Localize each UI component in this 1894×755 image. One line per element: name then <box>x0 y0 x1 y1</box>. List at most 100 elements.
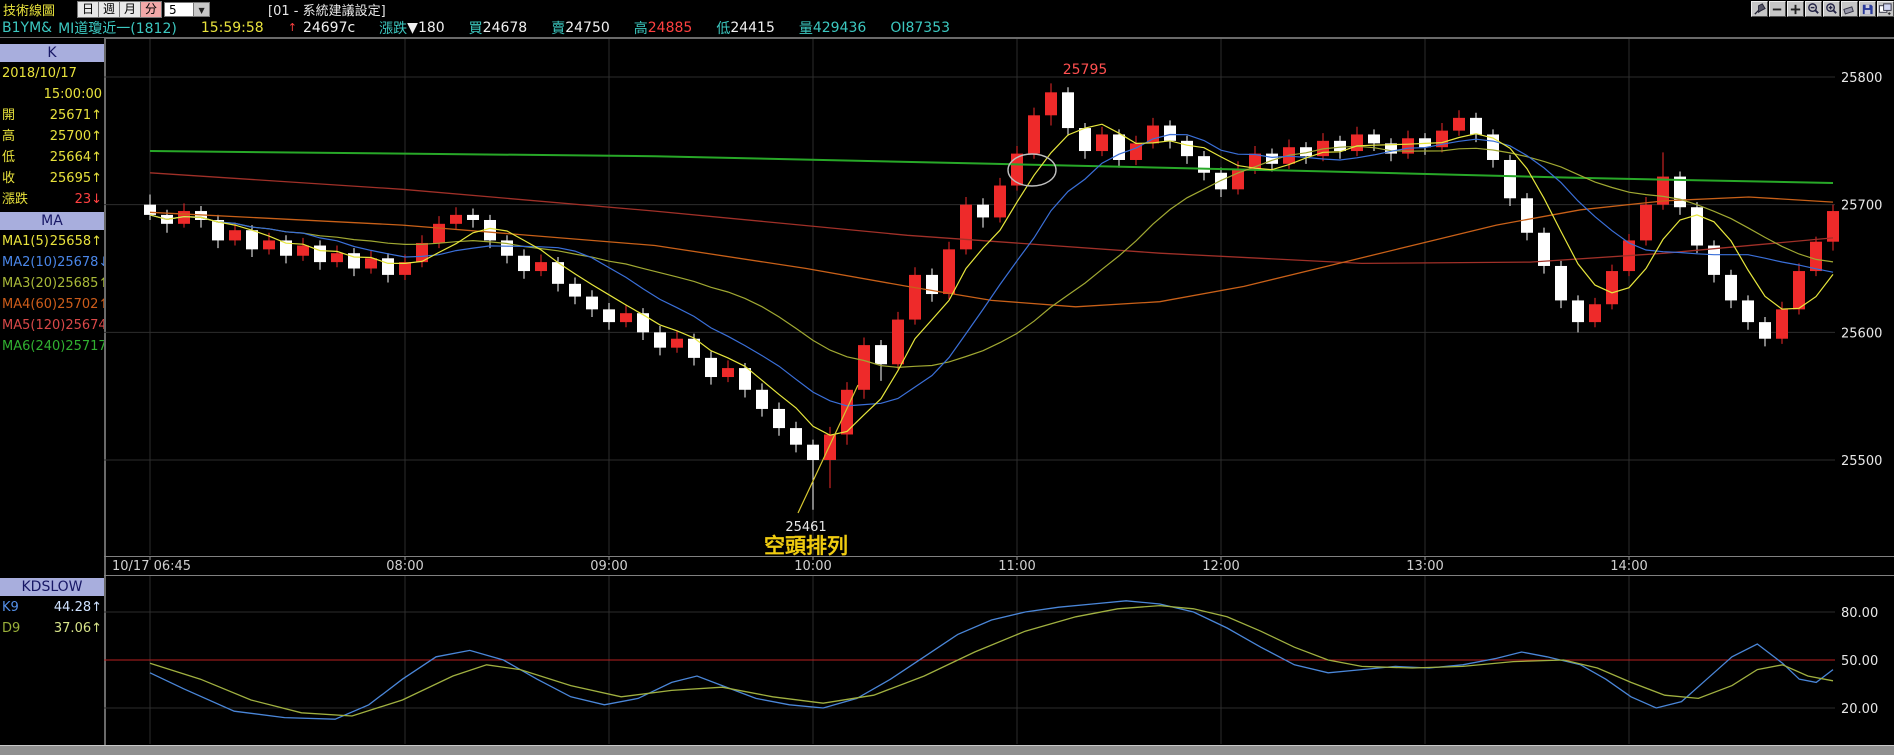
time-axis-label: 10/17 06:45 <box>112 559 191 574</box>
candle-body <box>654 332 666 348</box>
candle-body <box>1725 274 1737 301</box>
candle-body <box>1606 271 1618 305</box>
oi-value: 87353 <box>905 19 951 36</box>
symbol-name[interactable]: MI道瓊近一(1812) <box>58 20 177 37</box>
candle-body <box>1096 134 1108 152</box>
kd-section: KDSLOW K9 44.28↑ D9 37.06↑ <box>0 576 104 639</box>
candle-body <box>637 313 649 333</box>
k-row-低: 低 25664↑ <box>0 147 104 168</box>
candle-body <box>603 309 615 323</box>
candle-body <box>1300 147 1312 157</box>
symbol-code[interactable]: B1YM& <box>2 19 53 36</box>
period-button-日[interactable]: 日 <box>77 0 99 18</box>
minus-icon[interactable] <box>1769 1 1786 17</box>
k-row-漲跌: 漲跌 23↓ <box>0 189 104 210</box>
ma-line-MA20 <box>149 145 1834 369</box>
candle-body <box>331 253 343 263</box>
kd-row-D9: D9 37.06↑ <box>0 618 104 639</box>
candle-body <box>263 240 275 250</box>
high-value: 24885 <box>647 19 693 36</box>
row-value: 25702↑ <box>57 297 104 312</box>
chevron-down-icon[interactable]: ▼ <box>194 1 211 17</box>
candle-body <box>977 204 989 218</box>
candle-body <box>722 368 734 378</box>
kd-line-D9 <box>149 604 1834 717</box>
ma-row-MA3(20): MA3(20) 25685↑ <box>0 273 104 294</box>
pin-icon[interactable] <box>1751 1 1768 17</box>
candle-body <box>297 245 309 256</box>
candle-body <box>875 345 887 365</box>
candle-body <box>1334 140 1346 152</box>
eraser-icon[interactable] <box>1841 1 1858 17</box>
zoom-in-icon[interactable] <box>1823 1 1840 17</box>
candle-body <box>518 255 530 272</box>
candle-body <box>1640 204 1652 241</box>
candle-body <box>382 258 394 275</box>
candle-body <box>450 214 462 224</box>
candle-body <box>1368 134 1380 144</box>
price-axis-label: 25800 <box>1841 71 1882 86</box>
time-axis-label: 10:00 <box>794 559 831 574</box>
k-row-收: 收 25695↑ <box>0 168 104 189</box>
period-button-週[interactable]: 週 <box>98 0 120 18</box>
candle-body <box>365 258 377 269</box>
row-label: 收 <box>2 171 16 186</box>
candle-body <box>1572 300 1584 323</box>
ma-rows: MA1(5) 25658↑ MA2(10) 25678↓ MA3(20) 25685↑ MA… <box>0 231 104 357</box>
candle-body <box>1470 117 1482 135</box>
candle-body <box>1198 156 1210 173</box>
save-icon[interactable] <box>1859 1 1876 17</box>
candle-body <box>1181 140 1193 157</box>
candle-body <box>1419 138 1431 148</box>
row-value: 25678↓ <box>57 255 104 270</box>
ask-label: 賣 <box>551 20 566 37</box>
ma-line-MA10 <box>149 133 1834 407</box>
zoom-out-icon[interactable] <box>1805 1 1822 17</box>
candle-body <box>960 204 972 250</box>
row-label: 高 <box>2 129 16 144</box>
minute-period-combo[interactable]: 5 ▼ <box>164 1 211 17</box>
ma-section-header[interactable]: MA <box>0 212 104 230</box>
ma-row-MA6(240): MA6(240)25717↓ <box>0 336 104 357</box>
price-axis-label: 25500 <box>1841 454 1882 469</box>
candle-body <box>416 242 428 263</box>
price-axis-label: 25600 <box>1841 326 1882 341</box>
candle-body <box>1147 125 1159 144</box>
candle-body <box>1657 176 1669 205</box>
ma-row-MA2(10): MA2(10) 25678↓ <box>0 252 104 273</box>
plus-icon[interactable] <box>1787 1 1804 17</box>
candle-body <box>586 296 598 310</box>
new-window-icon[interactable] <box>1877 1 1894 17</box>
candle-body <box>790 428 802 445</box>
period-button-月[interactable]: 月 <box>119 0 141 18</box>
low-label: 低 <box>716 20 731 37</box>
candle-body <box>1776 309 1788 339</box>
tick-up-arrow-icon: ↑ <box>287 21 297 34</box>
time-axis-label: 12:00 <box>1202 559 1239 574</box>
oi-label: OI <box>890 19 906 36</box>
candle-body <box>1045 92 1057 116</box>
quote-time: 15:59:58 <box>200 19 264 36</box>
candle-body <box>705 357 717 378</box>
candle-body <box>569 283 581 297</box>
candle-body <box>1538 232 1550 266</box>
period-button-分[interactable]: 分 <box>140 0 163 18</box>
ma-line-MA60 <box>149 196 1834 308</box>
ma-line-MA120 <box>149 172 1834 265</box>
change-value: ▼180 <box>407 19 445 36</box>
candle-body <box>229 230 241 241</box>
candle-body <box>1708 245 1720 275</box>
k-section-header[interactable]: K <box>0 44 104 62</box>
window-bottom-edge <box>0 745 1894 755</box>
time-axis-label: 13:00 <box>1406 559 1443 574</box>
candle-body <box>1810 241 1822 272</box>
candle-body <box>280 240 292 256</box>
ma-row-MA4(60): MA4(60) 25702↑ <box>0 294 104 315</box>
kd-section-header[interactable]: KDSLOW <box>0 578 104 596</box>
kd-axis-label: 20.00 <box>1841 702 1878 717</box>
ask-value: 24750 <box>565 19 610 36</box>
time-axis-label: 14:00 <box>1610 559 1647 574</box>
candle-body <box>246 230 258 250</box>
candle-body <box>688 338 700 358</box>
candlestick-kd-chart[interactable]: 10/17 06:45 08:00 09:00 10:00 11:00 12:00 13:0… <box>104 38 1894 755</box>
